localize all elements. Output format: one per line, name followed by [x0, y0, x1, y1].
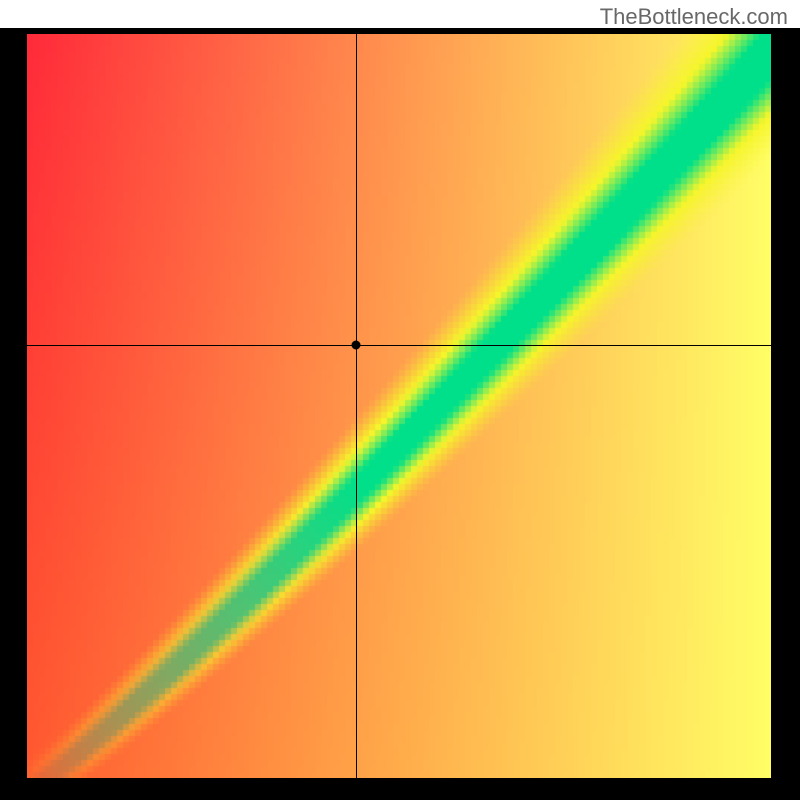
attribution-text: TheBottleneck.com — [600, 4, 788, 30]
data-point-marker — [351, 340, 360, 349]
crosshair-horizontal — [27, 345, 771, 346]
plot-frame — [0, 28, 800, 800]
crosshair-vertical — [356, 34, 357, 778]
heatmap-canvas — [27, 34, 771, 778]
